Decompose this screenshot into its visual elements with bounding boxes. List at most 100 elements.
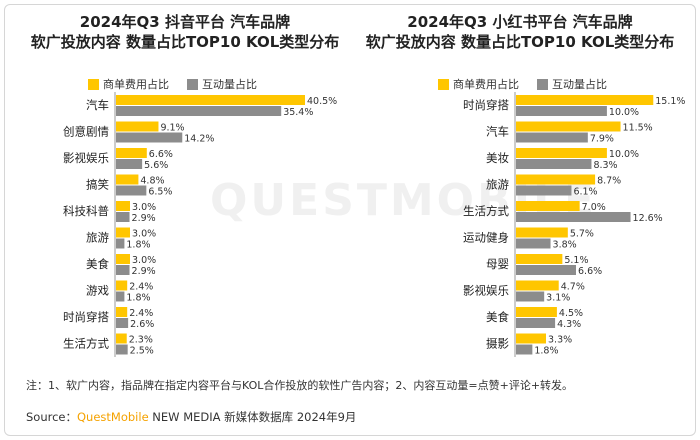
bar-commercial-fee [516,333,546,344]
data-label: 6.6% [149,149,173,160]
category-label: 美食 [486,310,509,324]
bar-commercial-fee [516,148,607,158]
bar-interaction [516,265,576,275]
data-label: 8.3% [593,160,617,171]
category-label: 运动健身 [463,231,509,245]
bar-commercial-fee [516,121,621,132]
data-label: 7.0% [582,202,606,213]
data-label: 3.8% [553,240,577,251]
data-label: 2.5% [130,346,154,357]
bar-commercial-fee [116,227,130,238]
data-label: 4.3% [557,319,581,330]
data-label: 6.1% [573,187,597,198]
data-label: 3.0% [132,255,156,266]
data-label: 2.4% [129,308,153,319]
bar-commercial-fee [516,201,580,211]
category-label: 生活方式 [63,337,109,351]
category-label: 时尚穿搭 [63,310,109,324]
right-chart-title: 2024年Q3 小红书平台 汽车品牌 软广投放内容 数量占比TOP10 KOL类… [355,12,685,52]
data-label: 3.1% [546,293,570,304]
bar-interaction [516,185,572,196]
bar-interaction [116,212,130,222]
source-brand-mobile: Mobile [110,410,149,424]
data-label: 4.8% [140,176,164,187]
left-chart-title: 2024年Q3 抖音平台 汽车品牌 软广投放内容 数量占比TOP10 KOL类型… [20,12,350,52]
legend-label: 互动量占比 [552,78,607,91]
legend-swatch-gray [187,78,198,90]
legend-item-series1: 商单费用占比 [88,76,169,92]
legend-swatch-yellow [438,78,449,90]
category-label: 汽车 [86,98,109,112]
category-label: 摄影 [486,337,509,351]
category-label: 游戏 [86,284,109,298]
bar-interaction [516,212,631,222]
bar-interaction [516,291,545,302]
legend-item-series2: 互动量占比 [187,76,257,92]
bar-interaction [116,318,129,328]
bar-commercial-fee [116,201,130,211]
data-label: 2.3% [129,335,153,346]
bar-interaction [116,159,143,169]
data-label: 6.5% [148,187,172,198]
data-label: 2.9% [132,213,156,224]
data-label: 5.7% [570,229,594,240]
right-title-line1: 2024年Q3 小红书平台 汽车品牌 [407,13,633,31]
source-line: Source：QuestMobile NEW MEDIA 新媒体数据库 2024… [26,409,356,425]
data-label: 10.0% [609,149,639,160]
category-label: 搞笑 [86,178,109,192]
bar-interaction [116,238,125,249]
data-label: 3.0% [132,202,156,213]
data-label: 15.1% [655,96,685,107]
category-label: 影视娱乐 [63,151,109,165]
left-title-line1: 2024年Q3 抖音平台 汽车品牌 [79,13,291,31]
data-label: 1.8% [126,293,150,304]
bar-interaction [116,132,183,143]
legend-swatch-gray [537,78,548,90]
bar-interaction [516,132,588,143]
category-label: 旅游 [486,178,509,192]
right-legend: 商单费用占比 互动量占比 [438,76,607,92]
category-label: 影视娱乐 [463,284,509,298]
data-label: 1.8% [534,346,558,357]
data-label: 7.9% [590,134,614,145]
category-label: 美食 [86,257,109,271]
bar-interaction [516,344,533,355]
bar-interaction [116,185,147,196]
source-brand-quest: Quest [77,410,111,424]
data-label: 12.6% [633,213,663,224]
data-label: 9.1% [160,123,184,134]
bar-interaction [516,159,592,169]
footnote: 注：1、软广内容，指品牌在指定内容平台与KOL合作投放的软性广告内容；2、内容互… [26,379,574,392]
data-label: 11.5% [623,123,653,134]
bar-commercial-fee [516,280,559,291]
data-label: 10.0% [609,107,639,118]
category-label: 旅游 [86,231,109,245]
bar-commercial-fee [116,95,305,105]
data-label: 2.4% [129,282,153,293]
bar-interaction [516,238,551,249]
bar-commercial-fee [516,307,557,317]
data-label: 3.0% [132,229,156,240]
data-label: 8.7% [597,176,621,187]
legend-label: 商单费用占比 [453,78,519,91]
data-label: 3.3% [548,335,572,346]
source-prefix: Source： [26,410,77,424]
bar-interaction [116,265,130,275]
bar-commercial-fee [116,307,128,317]
legend-label: 互动量占比 [202,78,257,91]
bar-interaction [116,291,125,302]
legend-swatch-yellow [88,78,99,90]
legend-item-series2: 互动量占比 [537,76,607,92]
data-label: 14.2% [184,134,214,145]
data-label: 5.1% [564,255,588,266]
bar-interaction [516,318,556,328]
bar-interaction [116,344,128,355]
data-label: 4.7% [561,282,585,293]
bar-commercial-fee [516,95,654,105]
bar-commercial-fee [516,254,563,264]
data-label: 35.4% [283,107,313,118]
source-suffix: NEW MEDIA 新媒体数据库 2024年9月 [148,410,357,424]
category-label: 创意剧情 [63,125,109,139]
category-label: 母婴 [486,257,509,271]
bar-interaction [116,106,282,116]
